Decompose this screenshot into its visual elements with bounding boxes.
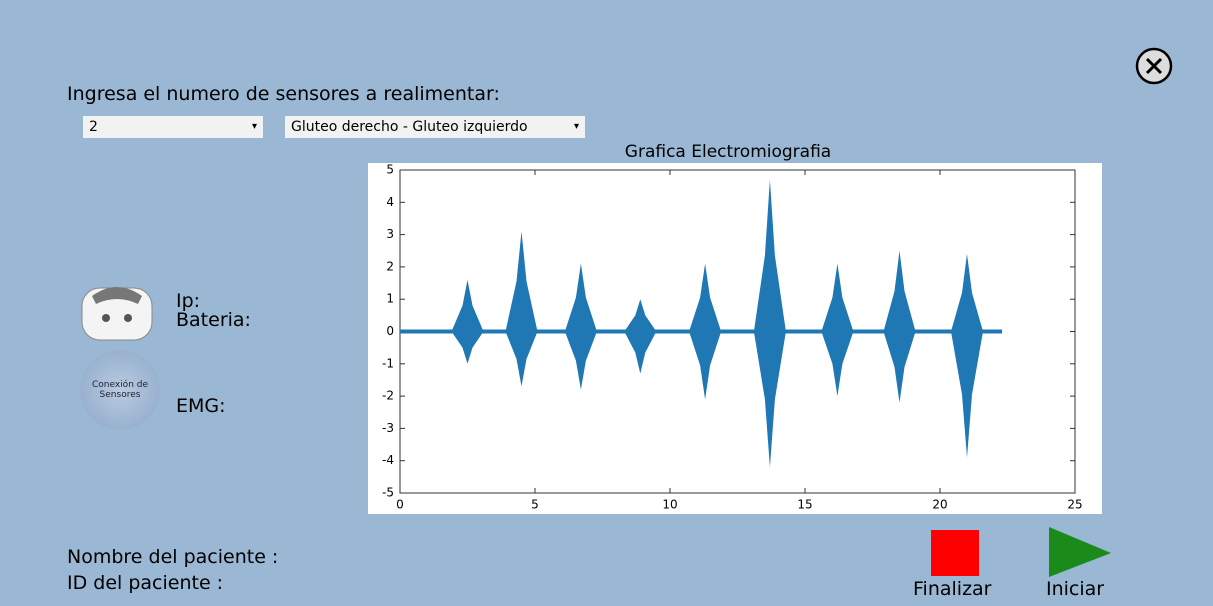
y-tick-label: 3 xyxy=(386,227,394,241)
ip-label: Ip: xyxy=(176,290,201,312)
emg-label: EMG: xyxy=(176,395,226,417)
x-tick-label: 15 xyxy=(797,498,812,512)
y-tick-label: 5 xyxy=(386,163,394,177)
y-tick-label: -3 xyxy=(382,421,394,435)
emg-burst xyxy=(753,179,786,468)
muscle-dropdown[interactable]: Gluteo derecho - Gluteo izquierdo xyxy=(285,116,585,138)
prompt: Ingresa el numero de sensores a realimen… xyxy=(67,83,500,105)
emg-burst xyxy=(883,250,916,403)
y-tick-label: 1 xyxy=(386,292,394,306)
y-tick-label: -4 xyxy=(382,453,394,467)
x-tick-label: 0 xyxy=(396,498,404,512)
start-icon[interactable] xyxy=(1047,527,1113,579)
emg-burst xyxy=(951,253,983,458)
emg-burst xyxy=(689,263,722,400)
emg-burst xyxy=(564,263,597,390)
y-tick-label: 0 xyxy=(386,324,394,338)
emg-burst xyxy=(821,263,854,397)
chart-title: Grafica Electromiografia xyxy=(625,142,831,162)
emg-chart: Grafica Electromiografia -5 -4 -3 -2 -1 0 1 2 3 4… xyxy=(368,142,1102,514)
x-tick-label: 5 xyxy=(531,498,539,512)
y-tick-label: -2 xyxy=(382,389,394,403)
y-tick-label: -5 xyxy=(382,486,394,500)
x-tick-label: 25 xyxy=(1067,498,1082,512)
emg-burst xyxy=(451,279,484,364)
patient-name-label: Nombre del paciente : xyxy=(67,546,279,568)
emg-burst xyxy=(505,231,538,387)
stop-icon[interactable] xyxy=(931,530,979,576)
y-tick-label: 4 xyxy=(386,195,394,209)
emg-burst xyxy=(624,299,657,374)
battery-label: Bateria: xyxy=(176,309,251,331)
sensor-count-dropdown[interactable]: 2 xyxy=(83,116,263,138)
close-button[interactable] xyxy=(1133,45,1175,87)
y-tick-label: 2 xyxy=(386,259,394,273)
y-tick-label: -1 xyxy=(382,356,394,370)
robot-icon xyxy=(81,287,153,341)
x-tick-label: 10 xyxy=(662,498,677,512)
patient-id-label: ID del paciente : xyxy=(67,572,224,594)
sensor-connection-button[interactable]: Conexión de Sensores xyxy=(80,350,160,430)
stop-button-label[interactable]: Finalizar xyxy=(913,578,992,600)
start-button-label[interactable]: Iniciar xyxy=(1046,578,1105,600)
x-tick-label: 20 xyxy=(932,498,947,512)
